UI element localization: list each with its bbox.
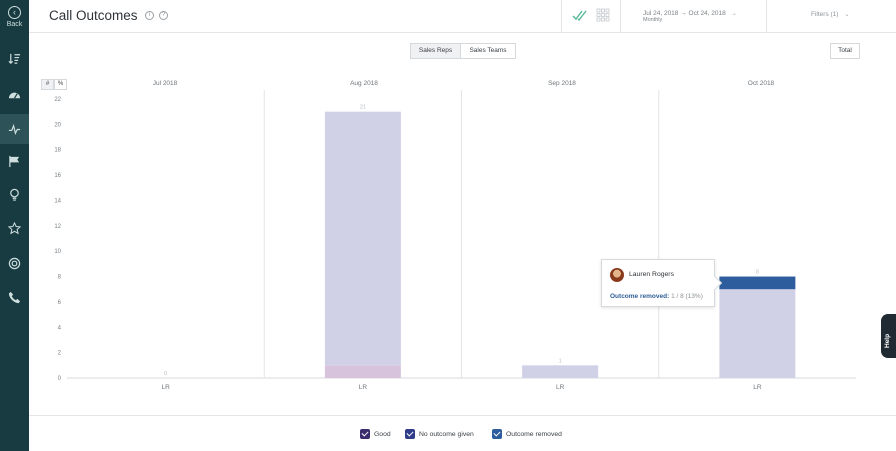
y-tick-label: 22 (54, 97, 61, 103)
header: Call Outcomes i ? Jul 24, 2018 → Oct 24,… (29, 0, 896, 33)
sidebar-item-sort[interactable] (0, 43, 29, 73)
back-button[interactable]: ‹ Back (0, 6, 29, 28)
legend-label: No outcome given (419, 430, 474, 438)
back-label: Back (6, 21, 23, 28)
month-label: Jul 2018 (152, 80, 178, 87)
chevron-left-icon: ‹ (8, 6, 21, 19)
call-outcomes-chart: 0 2 4 6 8 10 12 14 16 18 20 22 0 LR 21 LR 1 LR 8 LR (54, 90, 856, 391)
bar-total-label: 8 (756, 270, 759, 276)
sidebar-item-flag[interactable] (0, 146, 29, 176)
sidebar: ‹ Back (0, 0, 29, 451)
tooltip-stat-value: 1 / 8 (13%) (671, 293, 703, 300)
grid-icon[interactable] (596, 8, 610, 22)
bar-segment (719, 289, 796, 378)
y-tick-label: 16 (54, 173, 61, 179)
bar-total-label: 21 (360, 105, 366, 111)
x-tick-label: LR (556, 384, 565, 391)
y-tick-label: 2 (58, 351, 62, 357)
sidebar-item-dashboard[interactable] (0, 79, 29, 109)
date-range-text: Jul 24, 2018 → Oct 24, 2018 (643, 10, 726, 17)
avatar (610, 268, 624, 282)
dashboard-icon (8, 92, 21, 99)
date-granularity: Monthly (643, 17, 663, 23)
double-check-icon[interactable] (572, 8, 588, 22)
percent-toggle[interactable]: % (54, 79, 67, 90)
phone-icon (8, 291, 21, 303)
bar-total-label: 1 (559, 358, 562, 364)
filters-dropdown[interactable]: Filters (1) ⌄ (811, 11, 849, 18)
legend-item-no-outcome[interactable]: No outcome given (405, 429, 474, 439)
info-icon[interactable]: i (145, 11, 154, 20)
bar-segment (522, 365, 599, 378)
legend-label: Good (374, 430, 391, 438)
checkbox-checked-icon[interactable] (492, 429, 502, 439)
date-range-picker[interactable]: Jul 24, 2018 → Oct 24, 2018 ⌄ Monthly (643, 10, 737, 23)
help-tab-label: Help (884, 333, 891, 348)
sidebar-item-activity[interactable] (0, 114, 29, 144)
sidebar-item-goals[interactable] (0, 248, 29, 278)
y-tick-label: 0 (58, 376, 62, 382)
y-tick-label: 6 (58, 300, 62, 306)
month-label: Aug 2018 (350, 80, 378, 87)
x-tick-label: LR (753, 384, 762, 391)
sidebar-item-calls[interactable] (0, 282, 29, 312)
divider (561, 0, 562, 33)
tooltip-stat: Outcome removed: 1 / 8 (13%) (610, 293, 703, 300)
legend-item-outcome-removed[interactable]: Outcome removed (492, 429, 562, 439)
legend-item-good[interactable]: Good (360, 429, 391, 439)
chevron-down-icon: ⌄ (731, 11, 737, 17)
sidebar-item-insights[interactable] (0, 179, 29, 209)
tab-sales-reps[interactable]: Sales Reps (410, 43, 461, 59)
sort-icon (8, 53, 21, 64)
legend-label: Outcome removed (506, 430, 562, 438)
y-tick-label: 20 (54, 122, 61, 128)
divider (620, 0, 621, 33)
target-icon (8, 257, 21, 269)
chevron-down-icon: ⌄ (844, 12, 850, 18)
y-tick-label: 18 (54, 148, 61, 154)
bar-segment (719, 276, 796, 290)
page-title: Call Outcomes (49, 8, 138, 23)
bar-segment (324, 111, 401, 366)
help-circle-icon[interactable]: ? (159, 11, 168, 20)
x-tick-label: LR (161, 384, 170, 391)
y-tick-label: 12 (54, 224, 61, 230)
y-tick-label: 10 (54, 249, 61, 255)
bar-segment (324, 365, 401, 378)
month-label: Sep 2018 (548, 80, 576, 87)
y-tick-label: 8 (58, 275, 62, 281)
help-tab[interactable]: Help (881, 314, 896, 358)
y-tick-label: 14 (54, 198, 61, 204)
month-label: Oct 2018 (747, 80, 775, 87)
star-icon (8, 221, 21, 234)
checkbox-checked-icon[interactable] (405, 429, 415, 439)
sidebar-item-favorites[interactable] (0, 213, 29, 243)
tooltip-rep-name: Lauren Rogers (629, 271, 674, 278)
bar-total-label: 0 (164, 371, 167, 377)
x-tick-label: LR (359, 384, 368, 391)
legend-footer: Good No outcome given Outcome removed (29, 415, 896, 451)
activity-icon (8, 123, 21, 135)
flag-icon (9, 155, 20, 167)
checkbox-checked-icon[interactable] (360, 429, 370, 439)
count-toggle[interactable]: # (41, 79, 54, 90)
filters-label: Filters (1) (811, 11, 839, 18)
y-tick-label: 4 (58, 325, 62, 331)
lightbulb-icon (10, 188, 19, 201)
tab-sales-teams[interactable]: Sales Teams (460, 43, 516, 59)
tooltip-stat-key: Outcome removed: (610, 293, 670, 300)
divider (766, 0, 767, 33)
rep-tooltip: Lauren Rogers Outcome removed: 1 / 8 (13… (601, 259, 723, 307)
total-button[interactable]: Total (830, 43, 860, 59)
